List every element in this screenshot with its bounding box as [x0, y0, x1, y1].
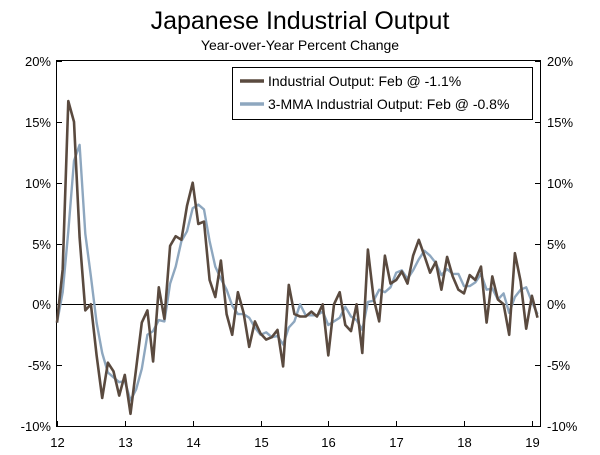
x-tick-label: 13: [118, 435, 132, 450]
y-tick-label-right: -10%: [547, 419, 578, 434]
legend-box: [232, 67, 533, 120]
y-tick-label-left: -10%: [21, 419, 52, 434]
y-axis-left: -10% -5% 0% 5% 10% 15% 20%: [21, 54, 62, 434]
legend-label-3mma-industrial-output: 3-MMA Industrial Output: Feb @ -0.8%: [268, 96, 509, 112]
series-layer: [55, 99, 539, 416]
plot-area-frame: [56, 60, 541, 427]
x-tick-label: 18: [457, 435, 471, 450]
y-tick-label-right: 20%: [547, 54, 573, 69]
y-tick-label-left: 10%: [25, 176, 51, 191]
x-tick-label: 16: [321, 435, 335, 450]
x-axis: 12 13 14 15 16 17 18 19: [50, 421, 540, 450]
x-tick-label: 15: [254, 435, 268, 450]
y-tick-label-right: 15%: [547, 115, 573, 130]
x-tick-label: 17: [389, 435, 403, 450]
y-tick-label-right: -5%: [547, 358, 571, 373]
legend: Industrial Output: Feb @ -1.1% 3-MMA Ind…: [232, 67, 533, 120]
y-axis-right: -10% -5% 0% 5% 10% 15% 20%: [535, 54, 578, 434]
x-tick-label: 14: [186, 435, 200, 450]
x-tick-label: 19: [525, 435, 539, 450]
y-tick-label-right: 10%: [547, 176, 573, 191]
y-tick-label-left: -5%: [28, 358, 52, 373]
legend-label-industrial-output: Industrial Output: Feb @ -1.1%: [268, 73, 461, 89]
y-tick-label-left: 15%: [25, 115, 51, 130]
chart-subtitle: Year-over-Year Percent Change: [200, 37, 400, 53]
y-tick-label-right: 0%: [547, 297, 566, 312]
series-line-industrial-output: [55, 99, 539, 416]
chart-title: Japanese Industrial Output: [150, 7, 450, 35]
y-tick-label-left: 0%: [32, 297, 51, 312]
y-tick-label-left: 20%: [25, 54, 51, 69]
x-tick-label: 12: [50, 435, 64, 450]
y-tick-label-left: 5%: [32, 237, 51, 252]
series-line-3mma-industrial-output: [55, 143, 539, 402]
y-tick-label-right: 5%: [547, 237, 566, 252]
